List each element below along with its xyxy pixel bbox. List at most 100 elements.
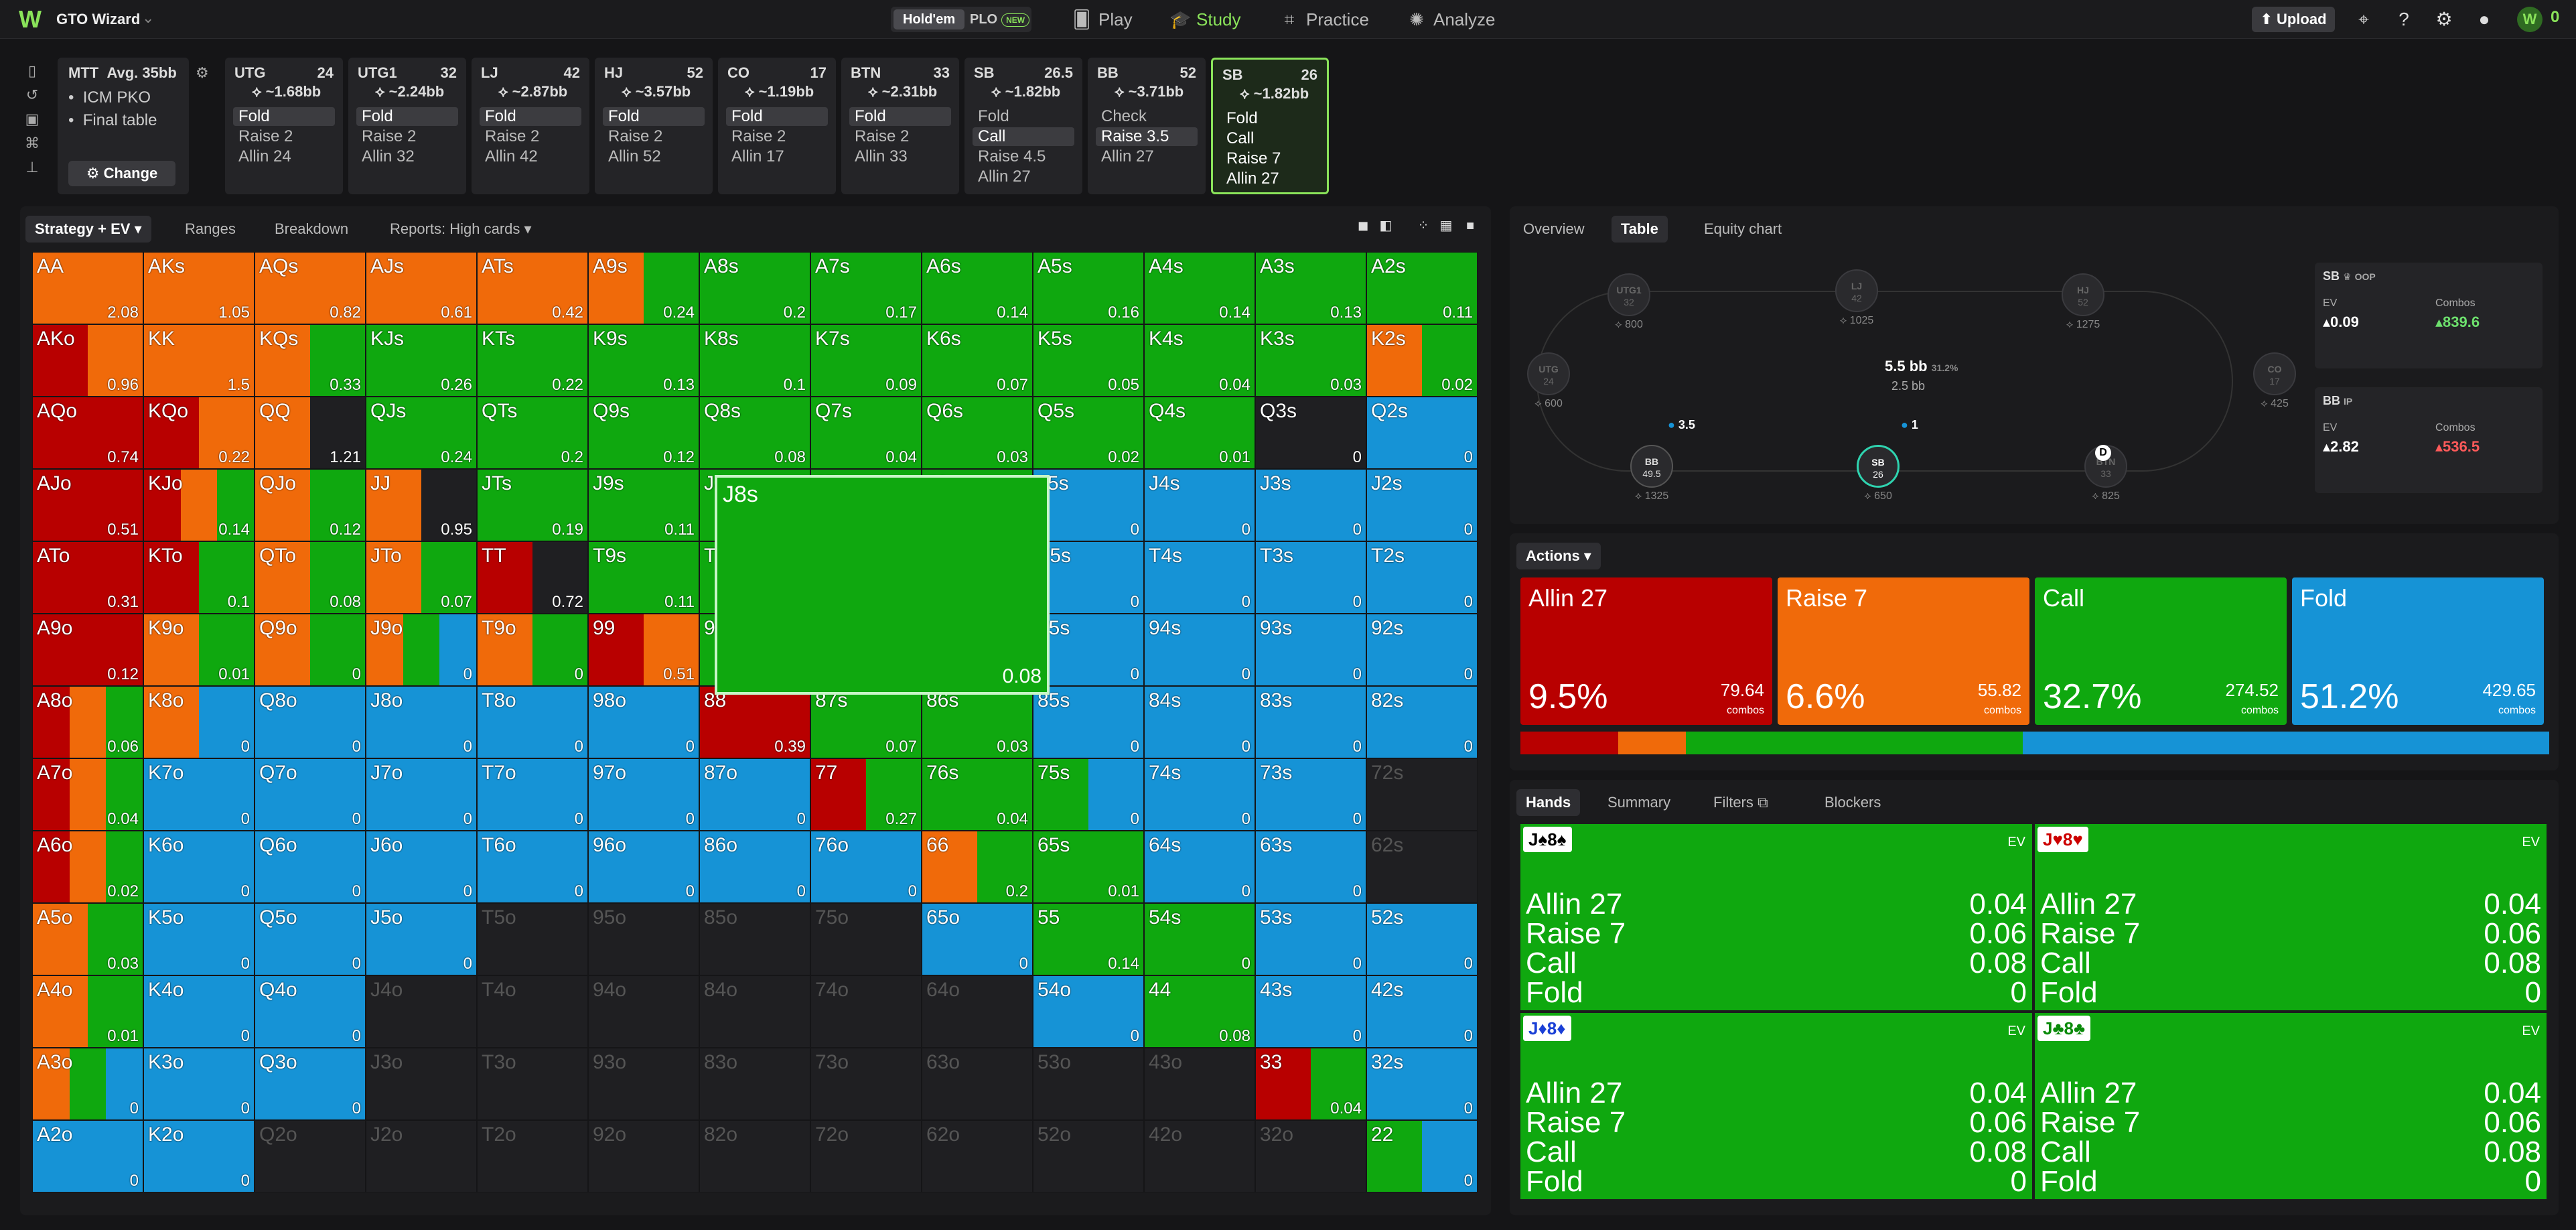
nav-practice[interactable]: ⌗ Practice xyxy=(1279,7,1369,32)
position-action[interactable]: Allin 52 xyxy=(608,147,661,165)
hand-cell[interactable]: 99 0.51 xyxy=(588,614,699,686)
position-action[interactable]: Check xyxy=(1101,107,1147,125)
hand-cell[interactable]: 85s 0 xyxy=(1033,686,1144,758)
tab-table[interactable]: Table xyxy=(1612,216,1668,243)
position-action[interactable]: Allin 27 xyxy=(1101,147,1154,165)
position-card-lj[interactable]: LJ 42 ⟡ ~2.87bb Fold Raise 2 Allin 42 xyxy=(472,58,589,194)
upload-button[interactable]: ⬆ Upload xyxy=(2252,7,2335,32)
hand-cell[interactable]: 93o xyxy=(588,1048,699,1120)
position-action[interactable]: Allin 24 xyxy=(238,147,291,165)
hand-cell[interactable]: T9o 0 xyxy=(477,614,588,686)
hand-cell[interactable]: 98o 0 xyxy=(588,686,699,758)
view-grid-icon[interactable]: ▦ xyxy=(1439,218,1453,233)
hand-cell[interactable]: T7o 0 xyxy=(477,758,588,831)
hand-cell[interactable]: 97o 0 xyxy=(588,758,699,831)
position-card-utg[interactable]: UTG 24 ⟡ ~1.68bb Fold Raise 2 Allin 24 xyxy=(225,58,343,194)
hand-cell[interactable]: 82s 0 xyxy=(1366,686,1478,758)
hand-cell[interactable]: 94o xyxy=(588,975,699,1048)
hand-cell[interactable]: J5o 0 xyxy=(366,903,477,975)
hand-cell[interactable]: T8o 0 xyxy=(477,686,588,758)
hand-cell[interactable]: 52o xyxy=(1033,1120,1144,1192)
seat-hj[interactable]: HJ 52 xyxy=(2062,273,2104,316)
hand-cell[interactable]: J4o xyxy=(366,975,477,1048)
hand-cell[interactable]: 83s 0 xyxy=(1255,686,1366,758)
hand-cell[interactable]: 92s 0 xyxy=(1366,614,1478,686)
tab-equity-chart[interactable]: Equity chart xyxy=(1704,220,1782,237)
hand-cell[interactable]: KTo 0.1 xyxy=(143,541,255,614)
position-action[interactable]: Call xyxy=(1226,129,1255,147)
hand-cell[interactable]: J7o 0 xyxy=(366,758,477,831)
hand-cell[interactable]: K6o 0 xyxy=(143,831,255,903)
view-compact-icon[interactable]: ⁘ xyxy=(1417,218,1429,233)
position-action[interactable]: Fold xyxy=(978,107,1009,125)
hand-cell[interactable]: AKs 1.05 xyxy=(143,252,255,324)
help-icon[interactable]: ? xyxy=(2399,9,2409,29)
tab-ranges[interactable]: Ranges xyxy=(185,220,236,237)
hand-cell[interactable]: T3s 0 xyxy=(1255,541,1366,614)
hand-cell[interactable]: Q8o 0 xyxy=(255,686,366,758)
hand-cell[interactable]: 94s 0 xyxy=(1144,614,1255,686)
position-action[interactable]: Fold xyxy=(233,107,335,126)
hand-cell[interactable]: A5o 0.03 xyxy=(32,903,143,975)
hand-cell[interactable]: J8o 0 xyxy=(366,686,477,758)
tab-hands[interactable]: Hands xyxy=(1516,789,1581,816)
hand-cell[interactable]: A9s 0.24 xyxy=(588,252,699,324)
tab-reports[interactable]: Reports: High cards ▾ xyxy=(390,220,532,237)
hand-cell[interactable]: 66 0.2 xyxy=(922,831,1033,903)
action-box-fold[interactable]: Fold 51.2% 429.65 combos xyxy=(2292,577,2544,725)
hand-cell[interactable]: 95o xyxy=(588,903,699,975)
nav-study[interactable]: 🎓 Study xyxy=(1169,7,1241,32)
hand-cell[interactable]: 54s 0 xyxy=(1144,903,1255,975)
hand-cell[interactable]: T5o xyxy=(477,903,588,975)
hand-cell[interactable]: AQo 0.74 xyxy=(32,397,143,469)
gear-icon[interactable]: ⚙ xyxy=(2435,9,2453,29)
change-button[interactable]: ⚙ Change xyxy=(68,161,175,186)
hand-cell[interactable]: JTo 0.07 xyxy=(366,541,477,614)
tab-overview[interactable]: Overview xyxy=(1523,220,1585,237)
hand-cell[interactable]: 62s xyxy=(1366,831,1478,903)
hand-cell[interactable]: 84s 0 xyxy=(1144,686,1255,758)
hand-cell[interactable]: J3s 0 xyxy=(1255,469,1366,541)
hand-cell[interactable]: 76o 0 xyxy=(810,831,922,903)
hand-cell[interactable]: T3o xyxy=(477,1048,588,1120)
hand-cell[interactable]: J4s 0 xyxy=(1144,469,1255,541)
align-icon[interactable]: ⊥ xyxy=(25,159,39,176)
action-box-raise-7[interactable]: Raise 7 6.6% 55.82 combos xyxy=(1778,577,2029,725)
hand-cell[interactable]: 54o 0 xyxy=(1033,975,1144,1048)
position-action[interactable]: Fold xyxy=(356,107,458,126)
hand-cell[interactable]: 83o xyxy=(699,1048,810,1120)
hand-cell[interactable]: 53s 0 xyxy=(1255,903,1366,975)
hand-cell[interactable]: AJo 0.51 xyxy=(32,469,143,541)
hand-cell[interactable]: 95s 0 xyxy=(1033,614,1144,686)
bookmark-icon[interactable]: ▯ xyxy=(27,62,37,79)
hand-cell[interactable]: QQ 1.21 xyxy=(255,397,366,469)
hand-cell[interactable]: AKo 0.96 xyxy=(32,324,143,397)
tab-blockers[interactable]: Blockers xyxy=(1824,794,1881,811)
hand-cell[interactable]: A6s 0.14 xyxy=(922,252,1033,324)
hand-cell[interactable]: Q8s 0.08 xyxy=(699,397,810,469)
hand-cell[interactable]: 76s 0.04 xyxy=(922,758,1033,831)
position-action[interactable]: Raise 2 xyxy=(608,127,663,145)
hand-cell[interactable]: T4o xyxy=(477,975,588,1048)
hand-cell[interactable]: 74s 0 xyxy=(1144,758,1255,831)
hand-cell[interactable]: 43o xyxy=(1144,1048,1255,1120)
hand-cell[interactable]: A7o 0.04 xyxy=(32,758,143,831)
hand-cell[interactable]: A2s 0.11 xyxy=(1366,252,1478,324)
hand-cell[interactable]: JTs 0.19 xyxy=(477,469,588,541)
hand-cell[interactable]: K5o 0 xyxy=(143,903,255,975)
hand-cell[interactable]: KJs 0.26 xyxy=(366,324,477,397)
seat-lj[interactable]: LJ 42 xyxy=(1835,269,1878,312)
tab-breakdown[interactable]: Breakdown xyxy=(275,220,349,237)
hand-combo-card[interactable]: J♦8♦ EV Allin 27 0.04 Raise 7 0.06 Call 0.08 Fol… xyxy=(1520,1013,2032,1199)
hand-cell[interactable]: JJ 0.95 xyxy=(366,469,477,541)
position-action[interactable]: Allin 32 xyxy=(362,147,415,165)
hand-cell[interactable]: Q9s 0.12 xyxy=(588,397,699,469)
hand-cell[interactable]: K4s 0.04 xyxy=(1144,324,1255,397)
nav-play[interactable]: 🂠 Play xyxy=(1072,7,1133,32)
hand-cell[interactable]: A3o 0 xyxy=(32,1048,143,1120)
hand-cell[interactable]: KQs 0.33 xyxy=(255,324,366,397)
position-action[interactable]: Allin 27 xyxy=(1226,169,1279,188)
view-cube-icon[interactable]: ◼ xyxy=(1357,218,1369,233)
hand-cell[interactable]: 52s 0 xyxy=(1366,903,1478,975)
position-card-hj[interactable]: HJ 52 ⟡ ~3.57bb Fold Raise 2 Allin 52 xyxy=(595,58,713,194)
